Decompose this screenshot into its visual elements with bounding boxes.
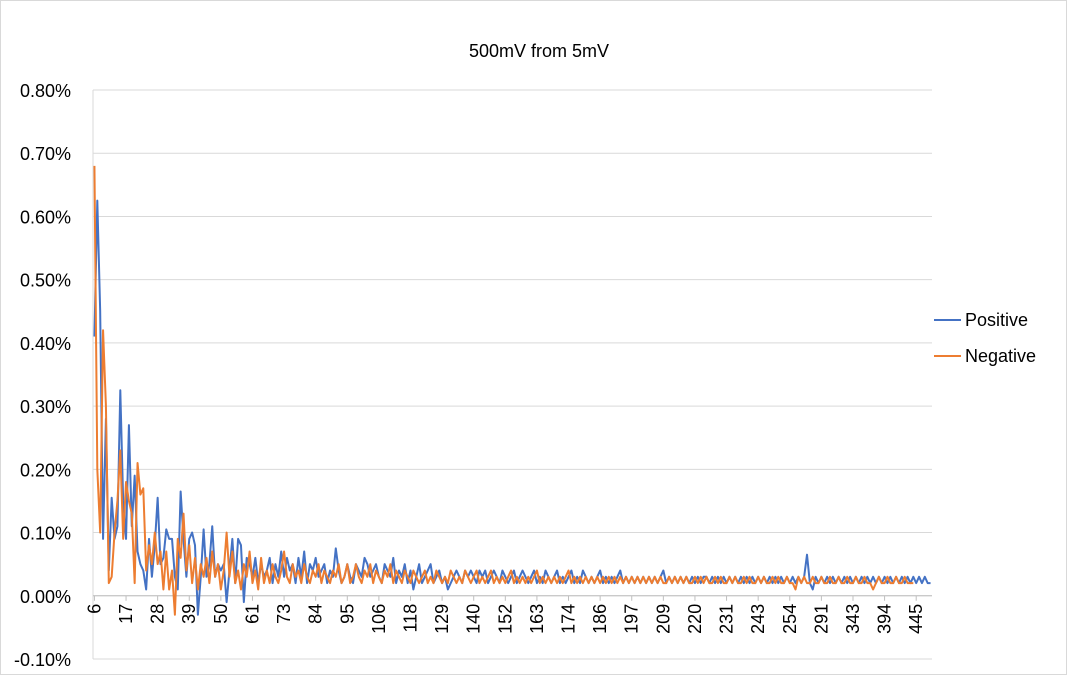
x-tick-label: 84 bbox=[306, 604, 326, 624]
x-tick-label: 291 bbox=[811, 604, 831, 634]
x-tick-label: 394 bbox=[875, 604, 895, 634]
legend-label-negative: Negative bbox=[965, 346, 1036, 366]
x-tick-label: 129 bbox=[432, 604, 452, 634]
x-axis-ticks: 6 17 28 39 50 61 73 84 95 106 118 129 140 152 163 174 18… bbox=[84, 595, 926, 634]
chart-title: 500mV from 5mV bbox=[469, 41, 609, 61]
x-tick-label: 197 bbox=[622, 604, 642, 634]
x-tick-label: 28 bbox=[148, 604, 168, 624]
y-tick-label: 0.00% bbox=[20, 587, 71, 607]
x-tick-label: 174 bbox=[559, 604, 579, 634]
y-tick-label: 0.20% bbox=[20, 460, 71, 480]
y-tick-label: 0.10% bbox=[20, 524, 71, 544]
x-tick-label: 254 bbox=[780, 604, 800, 634]
x-tick-label: 95 bbox=[337, 604, 357, 624]
x-tick-label: 106 bbox=[369, 604, 389, 634]
gridlines bbox=[92, 89, 932, 660]
y-tick-label: 0.50% bbox=[20, 271, 71, 291]
x-tick-label: 243 bbox=[748, 604, 768, 634]
x-tick-label: 6 bbox=[84, 604, 104, 614]
legend-label-positive: Positive bbox=[965, 310, 1028, 330]
x-tick-label: 186 bbox=[590, 604, 610, 634]
x-tick-label: 209 bbox=[653, 604, 673, 634]
x-tick-label: 152 bbox=[495, 604, 515, 634]
y-tick-label: -0.10% bbox=[14, 650, 71, 670]
x-tick-label: 220 bbox=[685, 604, 705, 634]
series-line-positive bbox=[93, 199, 931, 616]
legend: Positive Negative bbox=[934, 310, 1036, 366]
x-tick-label: 140 bbox=[464, 604, 484, 634]
x-tick-label: 61 bbox=[242, 604, 262, 624]
y-axis-ticks: 0.80% 0.70% 0.60% 0.50% 0.40% 0.30% 0.20% 0.10%… bbox=[14, 81, 71, 670]
x-tick-label: 343 bbox=[843, 604, 863, 634]
y-tick-label: 0.70% bbox=[20, 144, 71, 164]
y-tick-label: 0.40% bbox=[20, 334, 71, 354]
y-tick-label: 0.80% bbox=[20, 81, 71, 101]
y-tick-label: 0.30% bbox=[20, 397, 71, 417]
x-tick-label: 163 bbox=[527, 604, 547, 634]
x-tick-label: 17 bbox=[116, 604, 136, 624]
x-tick-label: 39 bbox=[179, 604, 199, 624]
series-line-negative bbox=[93, 165, 914, 616]
x-tick-label: 50 bbox=[211, 604, 231, 624]
y-tick-label: 0.60% bbox=[20, 207, 71, 227]
x-tick-label: 118 bbox=[400, 604, 420, 633]
x-tick-label: 231 bbox=[717, 604, 737, 634]
x-tick-label: 73 bbox=[274, 604, 294, 624]
series-lines bbox=[93, 165, 931, 616]
x-tick-label: 445 bbox=[906, 604, 926, 634]
